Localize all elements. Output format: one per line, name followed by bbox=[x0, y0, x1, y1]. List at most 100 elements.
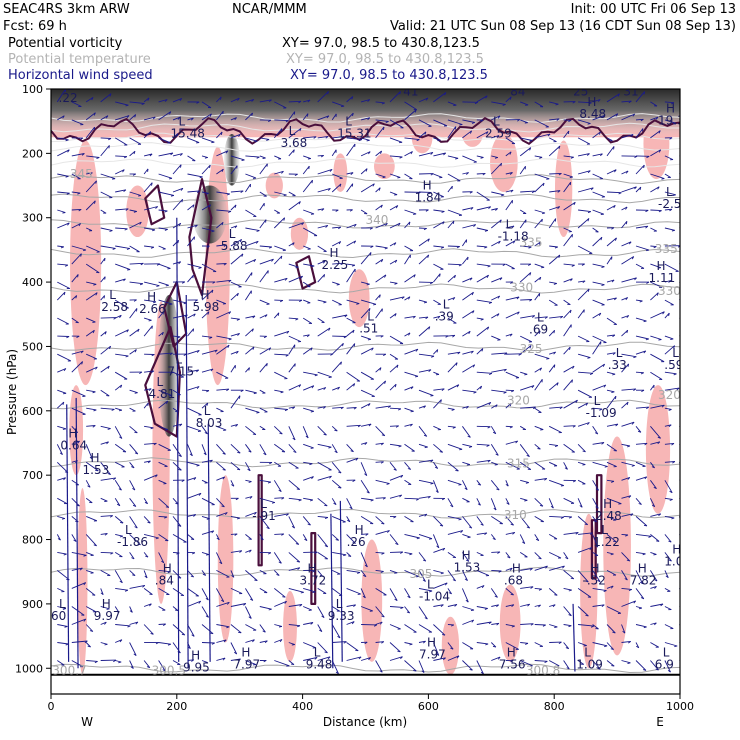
wind-vector-head bbox=[395, 542, 399, 546]
hl-value: .68 bbox=[504, 574, 523, 588]
wind-vector bbox=[115, 353, 129, 357]
wind-vector bbox=[259, 588, 268, 594]
wind-vector bbox=[143, 116, 156, 121]
wind-vector bbox=[230, 515, 241, 519]
wind-vector bbox=[505, 624, 515, 627]
wind-vector bbox=[288, 534, 300, 545]
hl-value: 15.48 bbox=[171, 126, 205, 140]
wind-vector bbox=[100, 245, 116, 249]
wind-vector bbox=[360, 480, 370, 494]
wind-vector-head bbox=[425, 316, 429, 320]
wind-vector bbox=[85, 588, 96, 596]
wind-vector bbox=[404, 274, 416, 283]
wind-vector bbox=[433, 315, 441, 319]
field-name-wind: Horizontal wind speed bbox=[8, 68, 153, 83]
wind-vector bbox=[476, 385, 482, 391]
wind-vector-head bbox=[343, 641, 347, 644]
wind-vector-head bbox=[61, 518, 66, 520]
wind-vector bbox=[187, 117, 194, 121]
wind-vector bbox=[274, 245, 286, 251]
wind-vector-head bbox=[278, 561, 282, 564]
wind-vector-head bbox=[63, 553, 67, 556]
wind-vector-head bbox=[487, 426, 491, 429]
wind-vector bbox=[563, 324, 572, 337]
wind-vector bbox=[592, 299, 605, 306]
wind-vector bbox=[230, 281, 242, 288]
wind-vector bbox=[100, 389, 110, 397]
wind-vector bbox=[85, 642, 91, 648]
wind-vector-head bbox=[180, 164, 182, 168]
hl-value: 19.3 bbox=[658, 113, 685, 127]
wind-vector-head bbox=[658, 149, 662, 153]
wind-vector bbox=[274, 443, 286, 453]
wind-vector-head bbox=[234, 117, 237, 121]
wind-vector bbox=[664, 534, 672, 543]
wind-vector bbox=[245, 240, 259, 247]
wind-vector bbox=[578, 153, 590, 157]
wind-vector bbox=[462, 310, 475, 319]
wind-vector-head bbox=[92, 330, 95, 334]
wind-vector bbox=[332, 641, 347, 643]
hl-letter: H bbox=[308, 562, 317, 576]
wind-vector-head bbox=[628, 588, 632, 592]
wind-vector-head bbox=[435, 490, 439, 493]
wind-vector-head bbox=[342, 343, 344, 347]
wind-vector bbox=[433, 657, 446, 661]
wind-vector-head bbox=[494, 464, 498, 466]
wind-vector bbox=[621, 221, 628, 229]
wind-vector-head bbox=[93, 544, 97, 547]
hl-value: 2.59 bbox=[485, 126, 512, 140]
wind-vector-head bbox=[509, 426, 513, 429]
wind-vector-head bbox=[156, 285, 160, 287]
wind-vector bbox=[563, 234, 573, 247]
wind-vector-head bbox=[398, 445, 402, 448]
wind-vector bbox=[650, 603, 664, 607]
wind-vector-head bbox=[131, 466, 135, 469]
wind-vector-head bbox=[202, 573, 206, 576]
wind-vector-head bbox=[569, 346, 571, 351]
wind-vector bbox=[491, 335, 501, 341]
wind-vector bbox=[317, 299, 327, 303]
wind-vector-head bbox=[468, 446, 473, 448]
wind-vector bbox=[534, 497, 544, 507]
wind-vector bbox=[86, 155, 100, 158]
wind-vector-head bbox=[612, 352, 616, 355]
wind-vector-head bbox=[380, 570, 384, 573]
hl-value: .69 bbox=[529, 323, 548, 337]
wind-vector bbox=[143, 131, 152, 139]
x-tick-label: 200 bbox=[166, 700, 187, 713]
wind-vector bbox=[635, 551, 646, 555]
wind-vector-head bbox=[488, 402, 492, 406]
wind-vector bbox=[664, 606, 672, 611]
wind-vector-head bbox=[644, 442, 648, 446]
wind-vector bbox=[433, 443, 443, 453]
wind-vector bbox=[664, 552, 672, 562]
wind-vector bbox=[563, 365, 575, 373]
wind-vector bbox=[461, 588, 469, 603]
wind-vector bbox=[433, 221, 445, 229]
wind-vector bbox=[274, 624, 283, 627]
wind-vector-head bbox=[516, 119, 521, 122]
wind-vector bbox=[650, 101, 658, 107]
wind-vector bbox=[549, 515, 564, 518]
wind-vector bbox=[664, 461, 675, 463]
wind-vector-head bbox=[546, 178, 550, 180]
wind-vector bbox=[303, 443, 314, 449]
wind-vector bbox=[606, 389, 615, 393]
wind-vector-head bbox=[271, 258, 274, 262]
wind-vector bbox=[505, 480, 509, 487]
wind-vector bbox=[548, 588, 558, 596]
wind-vector-head bbox=[164, 210, 168, 213]
wind-vector-head bbox=[428, 326, 431, 330]
wind-vector-head bbox=[400, 475, 404, 478]
wind-vector-head bbox=[196, 464, 200, 467]
wind-vector-head bbox=[310, 447, 314, 449]
wind-vector bbox=[462, 239, 467, 247]
wind-vector-head bbox=[370, 245, 374, 248]
wind-vector bbox=[288, 567, 300, 571]
wind-vector-head bbox=[486, 444, 490, 447]
wind-vector bbox=[375, 367, 382, 373]
wind-vector-head bbox=[328, 376, 332, 378]
wind-vector-head bbox=[166, 400, 169, 404]
